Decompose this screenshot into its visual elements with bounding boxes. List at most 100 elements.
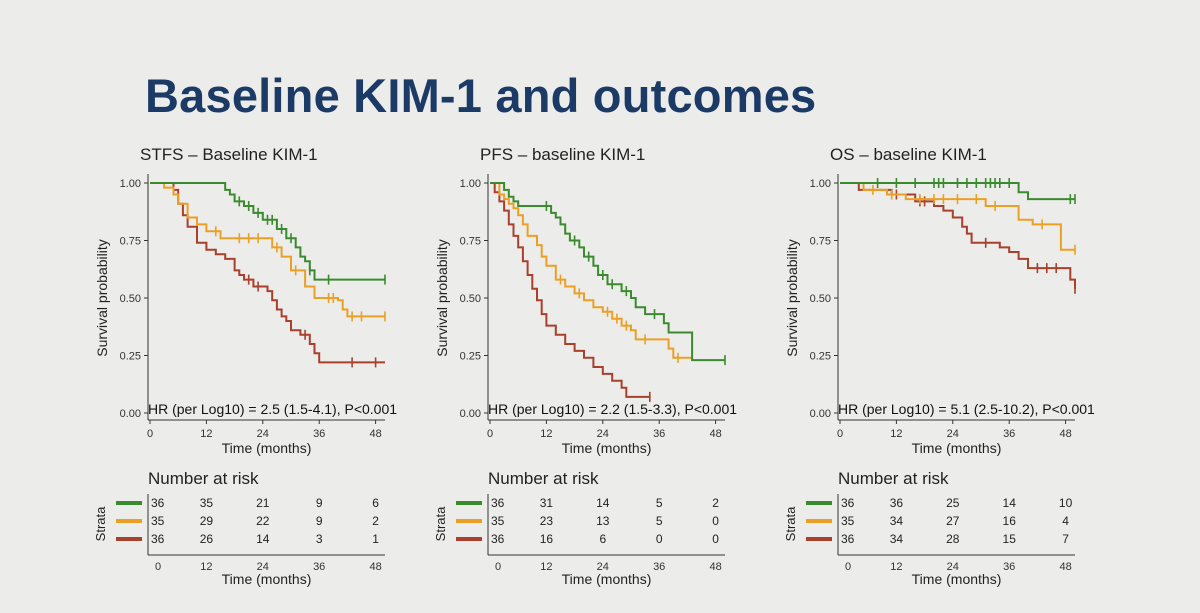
risk-count: 0 xyxy=(712,514,719,528)
risk-x-tick-label: 24 xyxy=(597,561,609,573)
x-tick-label: 12 xyxy=(200,428,212,440)
panel-title: OS – baseline KIM-1 xyxy=(830,145,987,164)
risk-count: 36 xyxy=(841,496,855,510)
km-curve-high xyxy=(150,182,385,281)
y-axis-title: Survival probability xyxy=(784,239,800,357)
risk-legend-low xyxy=(806,537,832,541)
risk-count: 2 xyxy=(372,514,379,528)
y-tick-label: 0.00 xyxy=(460,408,481,420)
km-curve-mid xyxy=(490,182,693,359)
risk-legend-high xyxy=(806,501,832,505)
risk-count: 34 xyxy=(890,532,904,546)
risk-legend-low xyxy=(116,537,142,541)
risk-count: 35 xyxy=(491,514,505,528)
risk-count: 25 xyxy=(946,496,960,510)
km-panel-2: OS – baseline KIM-1 1.00 0.75 0.50 0.25 0.00 0… xyxy=(783,145,1095,587)
risk-count: 13 xyxy=(596,514,610,528)
risk-strata-label: Strata xyxy=(783,506,798,541)
risk-legend-mid xyxy=(806,519,832,523)
risk-count: 6 xyxy=(599,532,606,546)
risk-count: 0 xyxy=(712,532,719,546)
km-curve-high xyxy=(490,182,725,362)
risk-count: 16 xyxy=(540,532,554,546)
x-tick-label: 12 xyxy=(540,428,552,440)
risk-x-tick-label: 48 xyxy=(369,561,381,573)
risk-count: 9 xyxy=(316,514,323,528)
x-tick-label: 48 xyxy=(1059,428,1071,440)
risk-x-tick-label: 12 xyxy=(890,561,902,573)
risk-count: 27 xyxy=(946,514,960,528)
risk-count: 3 xyxy=(316,532,323,546)
risk-table-title: Number at risk xyxy=(148,469,259,488)
x-axis-title: Time (months) xyxy=(222,440,312,456)
risk-table-title: Number at risk xyxy=(488,469,599,488)
y-tick-label: 0.75 xyxy=(810,236,831,248)
risk-count: 35 xyxy=(151,514,165,528)
risk-legend-mid xyxy=(456,519,482,523)
risk-count: 14 xyxy=(1003,496,1017,510)
y-tick-label: 0.25 xyxy=(120,351,141,363)
risk-x-tick-label: 0 xyxy=(845,561,851,573)
risk-x-tick-label: 48 xyxy=(709,561,721,573)
risk-count: 14 xyxy=(596,496,610,510)
risk-x-tick-label: 24 xyxy=(947,561,959,573)
risk-x-tick-label: 36 xyxy=(653,561,665,573)
risk-count: 36 xyxy=(491,532,505,546)
risk-legend-mid xyxy=(116,519,142,523)
y-tick-label: 0.00 xyxy=(810,408,831,420)
risk-count: 16 xyxy=(1003,514,1017,528)
risk-count: 0 xyxy=(656,532,663,546)
risk-count: 1 xyxy=(372,532,379,546)
risk-count: 14 xyxy=(256,532,270,546)
risk-legend-high xyxy=(456,501,482,505)
x-tick-label: 48 xyxy=(369,428,381,440)
slide-title: Baseline KIM-1 and outcomes xyxy=(145,69,817,122)
risk-x-tick-label: 12 xyxy=(200,561,212,573)
risk-count: 7 xyxy=(1062,532,1069,546)
y-tick-label: 0.50 xyxy=(120,293,141,305)
y-tick-label: 1.00 xyxy=(460,178,481,190)
risk-count: 5 xyxy=(656,514,663,528)
x-axis-title: Time (months) xyxy=(912,440,1002,456)
risk-count: 21 xyxy=(256,496,270,510)
km-panel-0: STFS – Baseline KIM-1 1.00 0.75 0.50 0.25 0.0… xyxy=(93,145,397,587)
risk-count: 2 xyxy=(712,496,719,510)
risk-count: 29 xyxy=(200,514,214,528)
risk-count: 15 xyxy=(1003,532,1017,546)
risk-count: 36 xyxy=(890,496,904,510)
risk-legend-high xyxy=(116,501,142,505)
risk-x-axis-title: Time (months) xyxy=(912,571,1002,587)
y-tick-label: 0.50 xyxy=(810,293,831,305)
risk-count: 34 xyxy=(890,514,904,528)
km-curve-low xyxy=(840,182,1076,289)
risk-count: 36 xyxy=(841,532,855,546)
hr-annotation: HR (per Log10) = 2.2 (1.5-3.3), P<0.001 xyxy=(488,401,737,417)
risk-x-tick-label: 36 xyxy=(313,561,325,573)
risk-x-tick-label: 48 xyxy=(1059,561,1071,573)
panel-title: STFS – Baseline KIM-1 xyxy=(140,145,318,164)
risk-x-tick-label: 36 xyxy=(1003,561,1015,573)
y-tick-label: 1.00 xyxy=(120,178,141,190)
risk-count: 6 xyxy=(372,496,379,510)
y-axis-title: Survival probability xyxy=(434,239,450,357)
x-tick-label: 24 xyxy=(597,428,609,440)
risk-table-title: Number at risk xyxy=(838,469,949,488)
y-tick-label: 1.00 xyxy=(810,178,831,190)
x-tick-label: 0 xyxy=(837,428,843,440)
risk-x-tick-label: 0 xyxy=(495,561,501,573)
risk-count: 36 xyxy=(491,496,505,510)
risk-count: 10 xyxy=(1059,496,1073,510)
km-curve-mid xyxy=(150,182,385,318)
risk-x-tick-label: 24 xyxy=(257,561,269,573)
risk-count: 26 xyxy=(200,532,214,546)
y-axis-title: Survival probability xyxy=(94,239,110,357)
panel-title: PFS – baseline KIM-1 xyxy=(480,145,645,164)
risk-x-tick-label: 0 xyxy=(155,561,161,573)
hr-annotation: HR (per Log10) = 2.5 (1.5-4.1), P<0.001 xyxy=(148,401,397,417)
x-tick-label: 24 xyxy=(947,428,959,440)
y-tick-label: 0.75 xyxy=(120,236,141,248)
y-tick-label: 0.50 xyxy=(460,293,481,305)
risk-count: 23 xyxy=(540,514,554,528)
km-curve-high xyxy=(840,182,1075,201)
km-curve-low xyxy=(150,182,385,364)
